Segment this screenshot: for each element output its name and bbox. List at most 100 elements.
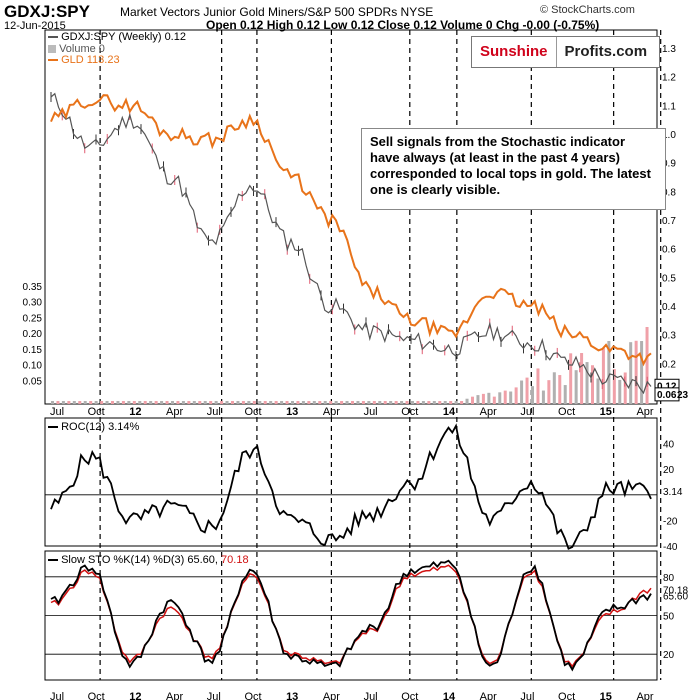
volume-bar bbox=[61, 401, 65, 404]
volume-bar bbox=[132, 401, 136, 404]
volume-bar bbox=[629, 342, 633, 404]
x-tick-label-sto: Oct bbox=[401, 691, 418, 700]
series-line-gdxj-spy bbox=[50, 92, 652, 395]
legend-volume-label: Volume 0 bbox=[59, 43, 105, 55]
volume-bar bbox=[558, 375, 562, 404]
x-tick-label-main: Oct bbox=[401, 406, 418, 418]
volume-bar bbox=[367, 401, 371, 404]
ohlc-summary: Open 0.12 High 0.12 Low 0.12 Close 0.12 … bbox=[206, 18, 600, 32]
x-tick-label-main: 13 bbox=[286, 406, 298, 418]
volume-bar bbox=[138, 401, 142, 404]
volume-bar bbox=[411, 401, 414, 404]
left-tick-main: 0.35 bbox=[23, 282, 43, 293]
volume-bar bbox=[231, 401, 234, 404]
right-tick-sto: 50 bbox=[663, 612, 675, 623]
volume-bar bbox=[356, 401, 360, 404]
left-tick-main: 0.10 bbox=[23, 361, 43, 372]
volume-bar bbox=[274, 401, 278, 404]
left-tick-main: 0.05 bbox=[23, 376, 43, 387]
legend-gld-label: GLD 113.23 bbox=[61, 54, 120, 66]
right-tick-main: 1.2 bbox=[662, 73, 676, 84]
volume-bar bbox=[307, 401, 311, 404]
volume-bar bbox=[301, 401, 305, 404]
right-tick-main: 1.0 bbox=[662, 130, 676, 141]
volume-bar bbox=[171, 401, 174, 404]
series-line-gld bbox=[50, 94, 652, 367]
legend-roc: ROC(12) 3.14% bbox=[48, 421, 139, 433]
volume-bar bbox=[378, 401, 382, 404]
logo-profits: Profits.com bbox=[564, 43, 648, 60]
right-tick-sto: 70.18 bbox=[663, 585, 688, 596]
right-tick-main: 0.2 bbox=[662, 359, 676, 370]
volume-bar bbox=[400, 401, 404, 404]
volume-bar bbox=[203, 401, 207, 404]
volume-bar bbox=[127, 401, 131, 404]
volume-bar bbox=[520, 380, 524, 404]
volume-bar bbox=[389, 401, 393, 404]
volume-bar bbox=[481, 393, 485, 404]
right-tick-main: 0.4 bbox=[662, 302, 676, 313]
roc-panel bbox=[44, 417, 658, 547]
volume-bar bbox=[291, 401, 294, 404]
volume-bar bbox=[187, 401, 191, 404]
volume-bar bbox=[596, 378, 600, 404]
volume-bar bbox=[340, 401, 344, 404]
volume-bar bbox=[640, 341, 644, 404]
chart-date: 12-Jun-2015 bbox=[4, 20, 66, 32]
right-tick-main: 0.5 bbox=[662, 273, 676, 284]
volume-bar bbox=[531, 386, 534, 404]
x-tick-label-main: Jul bbox=[520, 406, 534, 418]
x-tick-label-sto: Apr bbox=[480, 691, 497, 700]
right-tick-sto: 20 bbox=[663, 650, 675, 661]
volume-bar bbox=[296, 401, 300, 404]
volume-bar bbox=[323, 401, 327, 404]
volume-bar bbox=[580, 353, 584, 404]
volume-bar bbox=[514, 387, 518, 404]
volume-bar bbox=[111, 401, 114, 404]
x-tick-label-main: Apr bbox=[480, 406, 497, 418]
x-tick-label-sto: Apr bbox=[323, 691, 340, 700]
x-tick-label-sto: 12 bbox=[129, 691, 141, 700]
volume-bar bbox=[247, 401, 251, 404]
legend-sto: Slow STO %K(14) %D(3) 65.60, 70.18 bbox=[48, 554, 249, 566]
volume-bar bbox=[454, 401, 458, 404]
volume-bar bbox=[536, 368, 540, 404]
x-tick-label-sto: Jul bbox=[520, 691, 534, 700]
left-tick-main: 0.20 bbox=[23, 329, 43, 340]
volume-bar bbox=[492, 396, 496, 404]
x-tick-label-sto: Oct bbox=[558, 691, 575, 700]
right-tick-roc: 20 bbox=[663, 465, 675, 476]
volume-bar bbox=[547, 380, 551, 404]
sunshine-profits-logo: Sunshine Profits.com bbox=[471, 36, 660, 68]
volume-bar bbox=[476, 395, 480, 404]
x-tick-label-sto: 15 bbox=[600, 691, 612, 700]
volume-bar bbox=[67, 401, 71, 404]
volume-bar bbox=[541, 390, 545, 404]
left-tick-main: 0.15 bbox=[23, 345, 43, 356]
legend-main: GDXJ:SPY (Weekly) 0.12 bbox=[48, 31, 186, 43]
x-tick-label-sto: 13 bbox=[286, 691, 298, 700]
x-tick-label-sto: 14 bbox=[443, 691, 456, 700]
volume-bar bbox=[181, 401, 185, 404]
legend-sto-label: Slow STO %K(14) %D(3) 65.60, bbox=[61, 554, 218, 566]
volume-bar bbox=[525, 377, 529, 404]
volume-bar bbox=[51, 401, 54, 404]
volume-bar bbox=[241, 401, 245, 404]
series-line-roc bbox=[50, 423, 652, 550]
x-tick-label-sto: Apr bbox=[636, 691, 653, 700]
volume-bar bbox=[78, 401, 82, 404]
right-tick-roc: -20 bbox=[663, 516, 678, 527]
volume-bar bbox=[563, 385, 567, 404]
volume-bar bbox=[318, 401, 322, 404]
legend-volume-swatch bbox=[48, 45, 56, 54]
x-tick-label-sto: Oct bbox=[88, 691, 105, 700]
volume-bar bbox=[198, 401, 202, 404]
series-line-sto-k bbox=[50, 559, 652, 672]
volume-bar bbox=[149, 401, 153, 404]
volume-bar bbox=[372, 401, 376, 404]
volume-bar bbox=[83, 401, 87, 404]
x-tick-label-main: Jul bbox=[364, 406, 378, 418]
volume-bar bbox=[394, 401, 398, 404]
chart-description: Market Vectors Junior Gold Miners/S&P 50… bbox=[120, 5, 434, 19]
volume-bar bbox=[503, 390, 507, 404]
